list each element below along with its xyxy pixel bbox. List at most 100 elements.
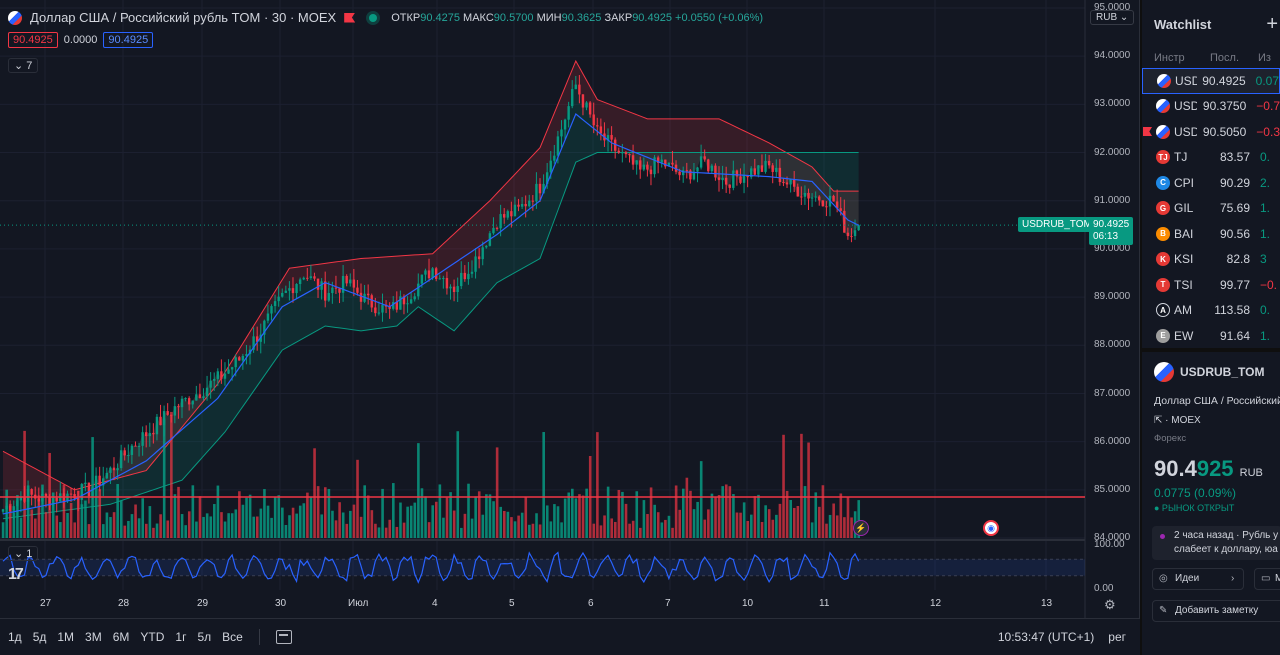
watchlist-row[interactable]: USDF 90.5050 −0.3 — [1142, 119, 1280, 145]
indicators-toggle[interactable]: ⌄ 7 — [8, 58, 39, 73]
candle-body — [73, 494, 76, 499]
volume-bar — [664, 519, 667, 538]
watchlist-row[interactable]: T TSI 99.77 −0. — [1142, 272, 1280, 298]
details-change: 0.0775 (0.09%) — [1154, 486, 1237, 500]
volume-bar — [814, 492, 818, 538]
volume-bar — [653, 504, 656, 538]
candle-body — [456, 286, 459, 293]
timeframe-button[interactable]: Все — [222, 630, 243, 644]
watchlist-row[interactable]: USDF 90.3750 −0.7 — [1142, 94, 1280, 120]
candle-body — [392, 302, 395, 309]
buy-price-button[interactable]: 90.4925 — [103, 32, 154, 48]
clock[interactable]: 10:53:47 (UTC+1) — [997, 630, 1095, 644]
news-item[interactable]: 2 часа назад · Рубль у слабеет к доллару… — [1152, 526, 1280, 560]
volume-bar — [689, 490, 692, 538]
candle-body — [434, 268, 438, 279]
volume-bar — [567, 492, 571, 538]
candle-body — [44, 493, 48, 497]
volume-bar — [359, 516, 363, 538]
candle-body — [685, 170, 688, 172]
volume-bar — [266, 505, 270, 538]
session-toggle[interactable]: рег — [1108, 630, 1126, 644]
candle-body — [477, 256, 481, 260]
volume-bar — [542, 432, 545, 538]
timeframe-button[interactable]: 1М — [57, 630, 75, 644]
volume-bar — [506, 511, 510, 538]
timeframe-button[interactable]: 1г — [175, 630, 187, 644]
volume-bar — [44, 512, 48, 538]
details-symbol[interactable]: USDRUB_TOM — [1154, 362, 1280, 382]
candle-body — [757, 165, 760, 175]
symbol-logo-icon: C — [1156, 175, 1170, 190]
column-change[interactable]: Из — [1258, 52, 1271, 64]
symbol-title[interactable]: Доллар США / Российский рубль TOM · 30 ·… — [30, 10, 337, 25]
price-tick-label: 88.0000 — [1094, 339, 1131, 351]
volume-bar — [692, 509, 696, 538]
candle-body — [48, 496, 51, 506]
volume-bar — [434, 501, 438, 538]
volume-bar — [621, 491, 624, 538]
ideas-label: Идеи — [1175, 573, 1200, 584]
price-chart[interactable] — [0, 0, 1140, 618]
candle-body — [735, 170, 739, 177]
watchlist-row[interactable]: USDF 90.4925 0.07 — [1142, 68, 1280, 94]
bar-countdown: 06:13 — [1093, 231, 1119, 242]
watchlist-title[interactable]: Watchlist — [1154, 16, 1212, 32]
add-note-button[interactable]: ✎ Добавить заметку — [1152, 600, 1280, 622]
volume-bar — [599, 525, 603, 538]
currency-selector[interactable]: RUB ⌄ — [1090, 10, 1135, 25]
watchlist-row[interactable]: B BAI 90.56 1. — [1142, 221, 1280, 247]
watchlist-row[interactable]: E EW 91.64 1. — [1142, 323, 1280, 349]
flag-icon[interactable] — [344, 12, 356, 23]
watchlist-row[interactable]: G GIL 75.69 1. — [1142, 196, 1280, 222]
last-price-value: 90.4925 — [1093, 219, 1130, 230]
candle-body — [148, 432, 151, 437]
watchlist-row[interactable]: C CPI 90.29 2. — [1142, 170, 1280, 196]
add-symbol-icon[interactable]: + — [1266, 12, 1278, 35]
volume-bar — [792, 507, 796, 538]
timeframe-button[interactable]: 5л — [197, 630, 212, 644]
watchlist-row[interactable]: TJ TJ 83.57 0. — [1142, 145, 1280, 171]
timeframe-button[interactable]: YTD — [140, 630, 165, 644]
candle-body — [19, 496, 23, 501]
volume-bar — [284, 524, 288, 538]
candle-body — [76, 498, 80, 500]
watchlist-row[interactable]: K KSI 82.8 3 — [1142, 247, 1280, 273]
bottom-toolbar: 1д 5д 1М 3М 6М YTD 1г 5л Все 10:53:47 (UTC+1) ре… — [0, 618, 1140, 655]
volume-bar — [51, 492, 55, 538]
oscillator-line — [2, 551, 860, 584]
lightning-event-icon[interactable]: ⚡ — [853, 520, 869, 536]
chevron-right-icon: › — [1231, 573, 1235, 584]
watchlist-header[interactable]: Watchlist + — [1142, 0, 1280, 48]
volume-bar — [127, 520, 130, 538]
oscillator-toggle[interactable]: ⌄ 1 — [8, 546, 39, 561]
chart-panel[interactable]: Доллар США / Российский рубль TOM · 30 ·… — [0, 0, 1140, 655]
gear-icon[interactable]: ⚙ — [1104, 597, 1116, 612]
candle-body — [707, 159, 710, 172]
volume-bar — [846, 497, 850, 538]
watchlist-row[interactable]: A AM 113.58 0. — [1142, 298, 1280, 324]
timeframe-button[interactable]: 5д — [32, 630, 47, 644]
timeframe-button[interactable]: 1д — [8, 630, 22, 644]
minds-button[interactable]: ▭ М — [1254, 568, 1280, 590]
volume-bar — [771, 519, 775, 538]
candle-body — [270, 306, 273, 314]
timeframe-button[interactable]: 3М — [85, 630, 102, 644]
candle-body — [463, 272, 467, 280]
volume-bar — [538, 524, 542, 538]
economic-event-flag-icon[interactable]: ◉ — [983, 520, 999, 536]
timeframe-button[interactable]: 6М — [112, 630, 130, 644]
volume-bar — [234, 509, 238, 538]
column-last[interactable]: Посл. — [1210, 52, 1239, 64]
time-tick-label: 27 — [40, 598, 52, 609]
details-exchange[interactable]: ⇱ · MOEX — [1154, 415, 1201, 426]
volume-bar — [324, 487, 327, 538]
ideas-button[interactable]: ◎ Идеи › — [1152, 568, 1244, 590]
candle-body — [8, 505, 12, 511]
sell-price-button[interactable]: 90.4925 — [8, 32, 58, 48]
price-currency: RUB — [1239, 467, 1263, 479]
calendar-icon[interactable] — [275, 630, 292, 644]
flag-icon[interactable] — [1143, 127, 1152, 136]
last-price-symbol-tag: USDRUB_TOM — [1018, 217, 1096, 232]
column-instrument[interactable]: Инстр — [1154, 52, 1185, 64]
